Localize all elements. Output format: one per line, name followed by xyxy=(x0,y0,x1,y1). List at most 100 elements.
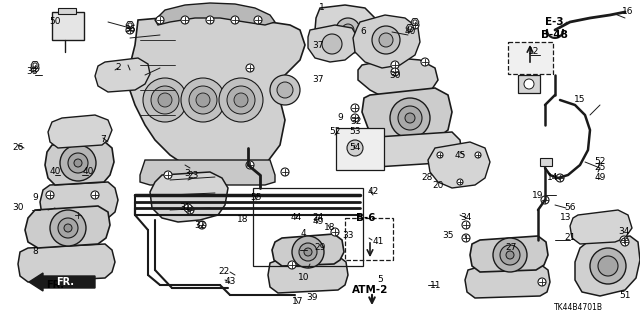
Text: 3: 3 xyxy=(184,168,190,177)
Circle shape xyxy=(74,211,82,219)
Text: 23: 23 xyxy=(188,170,198,180)
Text: 52: 52 xyxy=(330,128,340,137)
Text: 50: 50 xyxy=(49,18,61,26)
Polygon shape xyxy=(48,115,112,148)
Circle shape xyxy=(391,68,399,76)
Polygon shape xyxy=(350,132,462,168)
Polygon shape xyxy=(308,25,358,62)
Circle shape xyxy=(143,78,187,122)
Circle shape xyxy=(457,179,463,185)
Polygon shape xyxy=(126,22,134,28)
Circle shape xyxy=(408,26,412,30)
Circle shape xyxy=(288,261,296,269)
Circle shape xyxy=(186,206,194,214)
Polygon shape xyxy=(362,88,452,145)
Text: 9: 9 xyxy=(32,194,38,203)
Text: 31: 31 xyxy=(179,204,191,212)
Circle shape xyxy=(347,140,363,156)
Text: 20: 20 xyxy=(432,181,444,189)
Text: 34: 34 xyxy=(460,213,472,222)
Text: 40: 40 xyxy=(404,27,416,36)
Bar xyxy=(336,128,384,170)
Text: 2: 2 xyxy=(115,63,121,72)
Circle shape xyxy=(437,152,443,158)
Text: 15: 15 xyxy=(574,95,586,105)
Circle shape xyxy=(379,33,393,47)
Circle shape xyxy=(189,86,217,114)
Circle shape xyxy=(281,168,289,176)
Text: 13: 13 xyxy=(560,213,572,222)
Text: B-6: B-6 xyxy=(356,213,376,223)
Text: 32: 32 xyxy=(350,117,362,127)
Text: 32: 32 xyxy=(195,220,205,229)
Circle shape xyxy=(405,113,415,123)
Text: 53: 53 xyxy=(349,128,361,137)
Text: 56: 56 xyxy=(564,204,576,212)
Polygon shape xyxy=(268,256,348,293)
Polygon shape xyxy=(128,15,305,182)
Circle shape xyxy=(126,26,134,34)
Circle shape xyxy=(151,86,179,114)
Text: 37: 37 xyxy=(312,76,324,85)
Polygon shape xyxy=(353,15,420,68)
Circle shape xyxy=(68,153,88,173)
Circle shape xyxy=(299,243,317,261)
Text: 41: 41 xyxy=(372,238,384,247)
Circle shape xyxy=(181,78,225,122)
Circle shape xyxy=(391,61,399,69)
Circle shape xyxy=(164,171,172,179)
Circle shape xyxy=(219,78,263,122)
Text: 34: 34 xyxy=(618,227,630,236)
Text: 43: 43 xyxy=(224,278,236,286)
Text: 35: 35 xyxy=(442,231,454,240)
Circle shape xyxy=(342,24,354,36)
Circle shape xyxy=(475,152,481,158)
Bar xyxy=(540,158,552,166)
Text: 37: 37 xyxy=(312,41,324,49)
Circle shape xyxy=(421,58,429,66)
Text: 40: 40 xyxy=(83,167,93,176)
Text: 10: 10 xyxy=(298,273,310,283)
Text: 5: 5 xyxy=(377,276,383,285)
Polygon shape xyxy=(428,142,490,188)
Circle shape xyxy=(184,204,192,212)
Circle shape xyxy=(493,238,527,272)
Text: 49: 49 xyxy=(312,218,324,226)
Circle shape xyxy=(227,86,255,114)
Text: 16: 16 xyxy=(622,8,634,17)
Text: 30: 30 xyxy=(12,204,24,212)
Polygon shape xyxy=(272,234,344,266)
Bar xyxy=(518,75,540,93)
Circle shape xyxy=(524,79,534,89)
Circle shape xyxy=(46,191,54,199)
Bar xyxy=(508,42,553,74)
Polygon shape xyxy=(40,182,118,220)
Circle shape xyxy=(128,23,132,27)
Polygon shape xyxy=(315,5,378,55)
Circle shape xyxy=(413,20,417,24)
Polygon shape xyxy=(45,142,114,185)
Circle shape xyxy=(64,224,72,232)
Polygon shape xyxy=(25,206,110,248)
Text: 28: 28 xyxy=(421,174,433,182)
Text: 26: 26 xyxy=(12,144,24,152)
Circle shape xyxy=(270,75,300,105)
Circle shape xyxy=(598,256,618,276)
Text: 52: 52 xyxy=(595,158,605,167)
Circle shape xyxy=(411,21,419,29)
Circle shape xyxy=(304,248,312,256)
Circle shape xyxy=(462,234,470,242)
Text: E-3: E-3 xyxy=(545,17,563,27)
Polygon shape xyxy=(570,210,632,244)
Text: 9: 9 xyxy=(337,114,343,122)
Circle shape xyxy=(50,210,86,246)
Polygon shape xyxy=(140,160,275,185)
Circle shape xyxy=(33,63,37,67)
Polygon shape xyxy=(18,244,115,282)
Text: 17: 17 xyxy=(292,298,304,307)
Circle shape xyxy=(538,278,546,286)
Circle shape xyxy=(322,34,342,54)
Circle shape xyxy=(181,16,189,24)
Text: 19: 19 xyxy=(532,190,544,199)
Bar xyxy=(52,12,84,40)
